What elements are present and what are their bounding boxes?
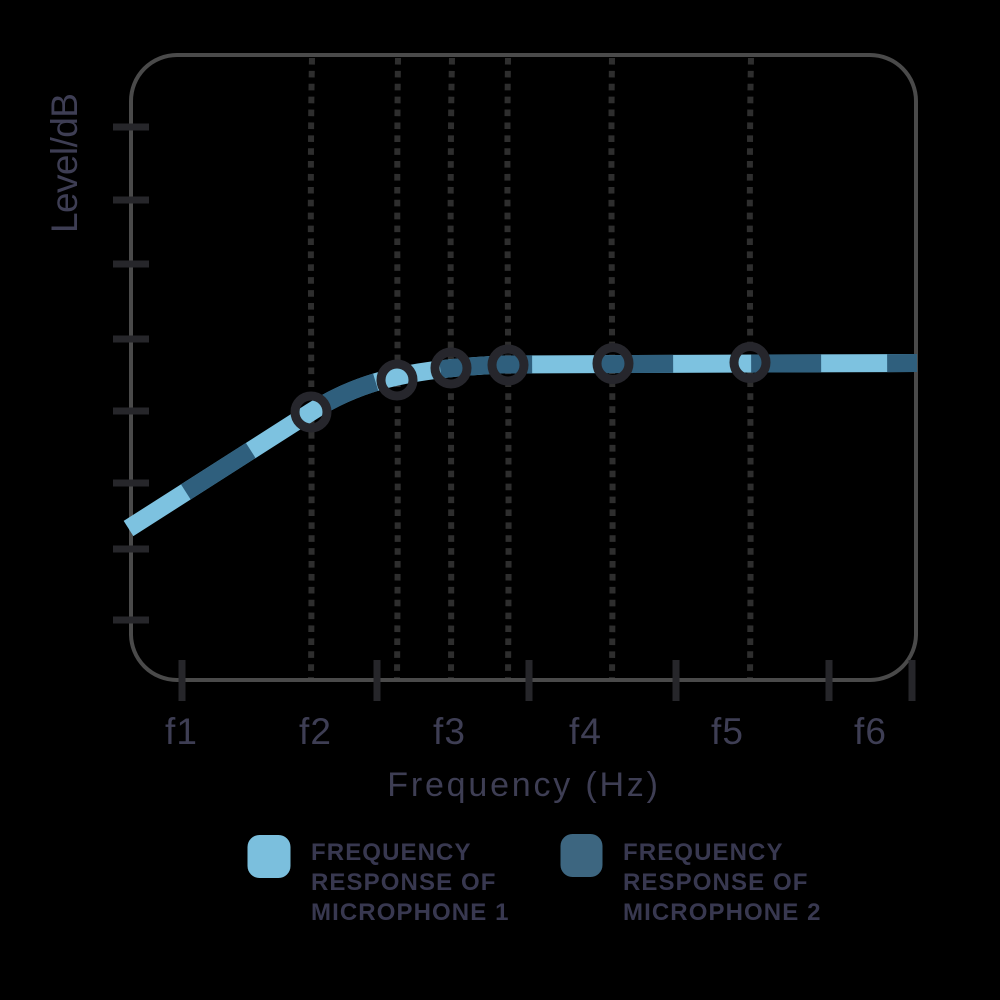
svg-text:f5: f5 xyxy=(711,711,743,752)
svg-text:Frequency (Hz): Frequency (Hz) xyxy=(387,766,660,804)
svg-text:Level/dB: Level/dB xyxy=(44,93,85,233)
svg-text:f4: f4 xyxy=(569,711,601,752)
svg-text:f3: f3 xyxy=(433,711,465,752)
svg-text:f1: f1 xyxy=(165,711,197,752)
svg-text:f2: f2 xyxy=(299,711,331,752)
svg-text:f6: f6 xyxy=(854,711,886,752)
